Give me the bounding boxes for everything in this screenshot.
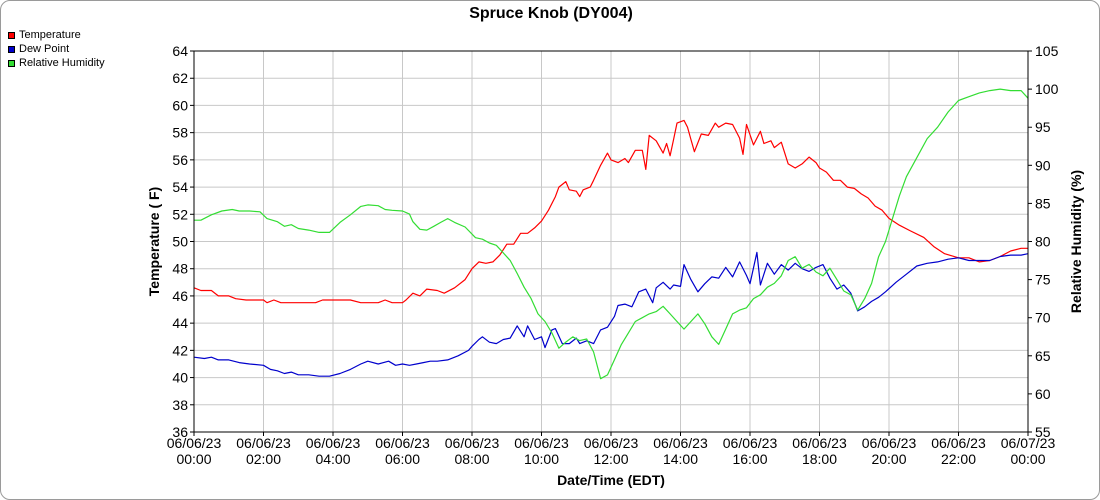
y-right-tick-label: 70: [1035, 310, 1051, 326]
x-tick-label-time: 16:00: [732, 451, 767, 467]
legend-label-relative-humidity: Relative Humidity: [19, 57, 105, 69]
x-tick-label-time: 14:00: [663, 451, 698, 467]
y-right-tick-label: 65: [1035, 348, 1051, 364]
legend-swatch-temperature: [8, 31, 15, 39]
x-tick-label-time: 00:00: [176, 451, 211, 467]
y-axis-left: 36 38 40 42 44 46 48 50 52 54 56 58 60 62 64: [172, 43, 194, 440]
y-left-tick-label: 36: [172, 424, 188, 440]
legend-label-temperature: Temperature: [19, 29, 81, 41]
y-axis-right: 55 60 65 70 75 80 85 90 95 100 105: [1028, 43, 1059, 440]
x-tick-label-time: 02:00: [246, 451, 281, 467]
x-tick-label-time: 00:00: [1010, 451, 1045, 467]
y-right-tick-label: 55: [1035, 424, 1051, 440]
y-right-tick-label: 90: [1035, 157, 1051, 173]
x-tick-label-time: 06:00: [385, 451, 420, 467]
y-left-tick-label: 62: [172, 70, 188, 86]
x-tick-label-time: 10:00: [524, 451, 559, 467]
x-tick-label-date: 06/06/23: [584, 435, 639, 451]
y-right-tick-label: 75: [1035, 272, 1051, 288]
x-axis: 06/06/2300:0006/06/2302:0006/06/2304:000…: [167, 432, 1056, 467]
series-layer: [193, 88, 1029, 380]
grid: [193, 50, 1029, 433]
legend-item-dew-point: Dew Point: [8, 42, 105, 56]
y-axis-right-label: Relative Humidity (%): [1068, 170, 1084, 313]
x-tick-label-time: 04:00: [315, 451, 350, 467]
y-left-tick-label: 64: [172, 43, 188, 59]
legend-item-temperature: Temperature: [8, 28, 105, 42]
x-tick-label-date: 06/06/23: [931, 435, 986, 451]
y-left-tick-label: 44: [172, 315, 188, 331]
x-tick-label-date: 06/06/23: [375, 435, 430, 451]
x-axis-label: Date/Time (EDT): [557, 472, 665, 488]
x-tick-label-date: 06/06/23: [514, 435, 569, 451]
legend: Temperature Dew Point Relative Humidity: [8, 28, 105, 70]
y-right-tick-label: 85: [1035, 195, 1051, 211]
series-line-temperature: [193, 119, 1028, 304]
y-left-tick-label: 54: [172, 179, 188, 195]
x-tick-label-date: 06/06/23: [306, 435, 361, 451]
legend-item-relative-humidity: Relative Humidity: [8, 56, 105, 70]
legend-swatch-dew-point: [8, 45, 15, 53]
y-right-tick-label: 60: [1035, 386, 1051, 402]
series-line-relative-humidity: [194, 88, 1029, 380]
x-tick-label-date: 06/06/23: [445, 435, 500, 451]
y-left-tick-label: 42: [172, 342, 188, 358]
legend-label-dew-point: Dew Point: [19, 43, 70, 55]
x-tick-label-time: 18:00: [802, 451, 837, 467]
y-left-tick-label: 60: [172, 97, 188, 113]
x-tick-label-date: 06/06/23: [167, 435, 222, 451]
y-right-tick-label: 105: [1035, 43, 1059, 59]
y-left-tick-label: 56: [172, 152, 188, 168]
x-tick-label-date: 06/06/23: [723, 435, 778, 451]
x-tick-label-time: 20:00: [871, 451, 906, 467]
chart-title: Spruce Knob (DY004): [469, 5, 633, 22]
x-tick-label-date: 06/06/23: [862, 435, 917, 451]
y-left-tick-label: 38: [172, 397, 188, 413]
x-tick-label-date: 06/07/23: [1001, 435, 1056, 451]
y-left-tick-label: 48: [172, 261, 188, 277]
y-axis-left-label: Temperature ( F): [146, 187, 162, 296]
y-left-tick-label: 50: [172, 234, 188, 250]
y-left-tick-label: 58: [172, 125, 188, 141]
x-tick-label-time: 08:00: [454, 451, 489, 467]
legend-swatch-relative-humidity: [8, 59, 15, 67]
y-left-tick-label: 46: [172, 288, 188, 304]
y-right-tick-label: 95: [1035, 119, 1051, 135]
y-right-tick-label: 100: [1035, 81, 1059, 97]
x-tick-label-date: 06/06/23: [792, 435, 847, 451]
y-right-tick-label: 80: [1035, 234, 1051, 250]
x-tick-label-time: 22:00: [941, 451, 976, 467]
y-left-tick-label: 52: [172, 206, 188, 222]
x-tick-label-date: 06/06/23: [236, 435, 291, 451]
x-tick-label-time: 12:00: [593, 451, 628, 467]
x-tick-label-date: 06/06/23: [653, 435, 708, 451]
y-left-tick-label: 40: [172, 370, 188, 386]
